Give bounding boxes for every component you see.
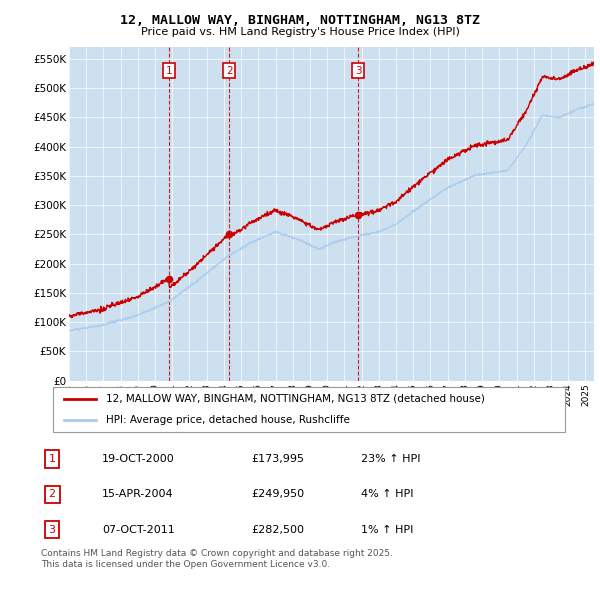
Text: 3: 3 <box>49 525 56 535</box>
Text: 2: 2 <box>226 65 232 76</box>
Text: Price paid vs. HM Land Registry's House Price Index (HPI): Price paid vs. HM Land Registry's House … <box>140 28 460 37</box>
Text: 15-APR-2004: 15-APR-2004 <box>102 490 173 499</box>
Text: Contains HM Land Registry data © Crown copyright and database right 2025.
This d: Contains HM Land Registry data © Crown c… <box>41 549 393 569</box>
Text: 2: 2 <box>49 490 56 499</box>
FancyBboxPatch shape <box>53 387 565 432</box>
Text: 23% ↑ HPI: 23% ↑ HPI <box>361 454 421 464</box>
Text: 1: 1 <box>49 454 56 464</box>
Text: 12, MALLOW WAY, BINGHAM, NOTTINGHAM, NG13 8TZ (detached house): 12, MALLOW WAY, BINGHAM, NOTTINGHAM, NG1… <box>106 394 485 404</box>
Text: 12, MALLOW WAY, BINGHAM, NOTTINGHAM, NG13 8TZ: 12, MALLOW WAY, BINGHAM, NOTTINGHAM, NG1… <box>120 14 480 27</box>
Text: HPI: Average price, detached house, Rushcliffe: HPI: Average price, detached house, Rush… <box>106 415 350 425</box>
Text: £249,950: £249,950 <box>251 490 304 499</box>
Text: 07-OCT-2011: 07-OCT-2011 <box>102 525 175 535</box>
Text: 4% ↑ HPI: 4% ↑ HPI <box>361 490 414 499</box>
Text: 3: 3 <box>355 65 361 76</box>
Text: 1: 1 <box>166 65 172 76</box>
Text: £282,500: £282,500 <box>251 525 304 535</box>
Text: 19-OCT-2000: 19-OCT-2000 <box>102 454 175 464</box>
Text: £173,995: £173,995 <box>251 454 304 464</box>
Text: 1% ↑ HPI: 1% ↑ HPI <box>361 525 413 535</box>
